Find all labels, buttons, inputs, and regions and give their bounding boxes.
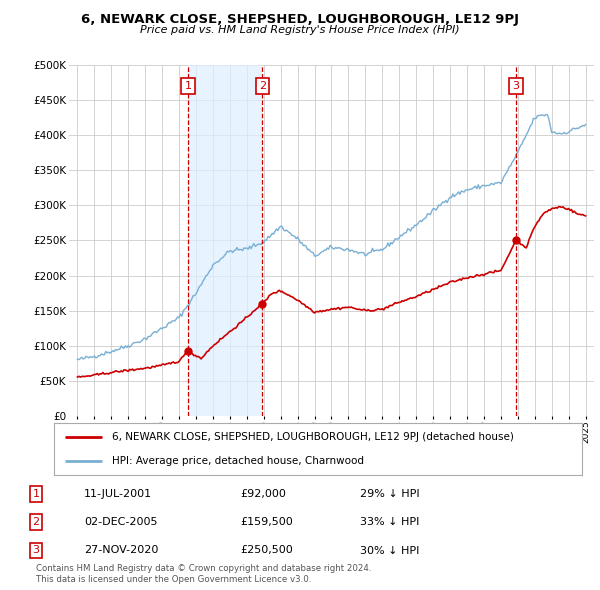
Text: 2: 2 — [259, 81, 266, 91]
Text: HPI: Average price, detached house, Charnwood: HPI: Average price, detached house, Char… — [112, 456, 364, 466]
Text: 3: 3 — [512, 81, 520, 91]
Text: £250,500: £250,500 — [240, 546, 293, 555]
Text: £92,000: £92,000 — [240, 489, 286, 499]
Text: £159,500: £159,500 — [240, 517, 293, 527]
Text: Contains HM Land Registry data © Crown copyright and database right 2024.: Contains HM Land Registry data © Crown c… — [36, 565, 371, 573]
Text: 29% ↓ HPI: 29% ↓ HPI — [360, 489, 419, 499]
Text: 11-JUL-2001: 11-JUL-2001 — [84, 489, 152, 499]
Text: 3: 3 — [32, 546, 40, 555]
Text: Price paid vs. HM Land Registry's House Price Index (HPI): Price paid vs. HM Land Registry's House … — [140, 25, 460, 35]
Text: 6, NEWARK CLOSE, SHEPSHED, LOUGHBOROUGH, LE12 9PJ (detached house): 6, NEWARK CLOSE, SHEPSHED, LOUGHBOROUGH,… — [112, 432, 514, 442]
Text: 27-NOV-2020: 27-NOV-2020 — [84, 546, 158, 555]
Text: This data is licensed under the Open Government Licence v3.0.: This data is licensed under the Open Gov… — [36, 575, 311, 584]
Text: 1: 1 — [32, 489, 40, 499]
Text: 1: 1 — [185, 81, 191, 91]
Text: 02-DEC-2005: 02-DEC-2005 — [84, 517, 157, 527]
Text: 2: 2 — [32, 517, 40, 527]
Text: 6, NEWARK CLOSE, SHEPSHED, LOUGHBOROUGH, LE12 9PJ: 6, NEWARK CLOSE, SHEPSHED, LOUGHBOROUGH,… — [81, 13, 519, 26]
Text: 33% ↓ HPI: 33% ↓ HPI — [360, 517, 419, 527]
Text: 30% ↓ HPI: 30% ↓ HPI — [360, 546, 419, 555]
Bar — [188, 65, 262, 416]
